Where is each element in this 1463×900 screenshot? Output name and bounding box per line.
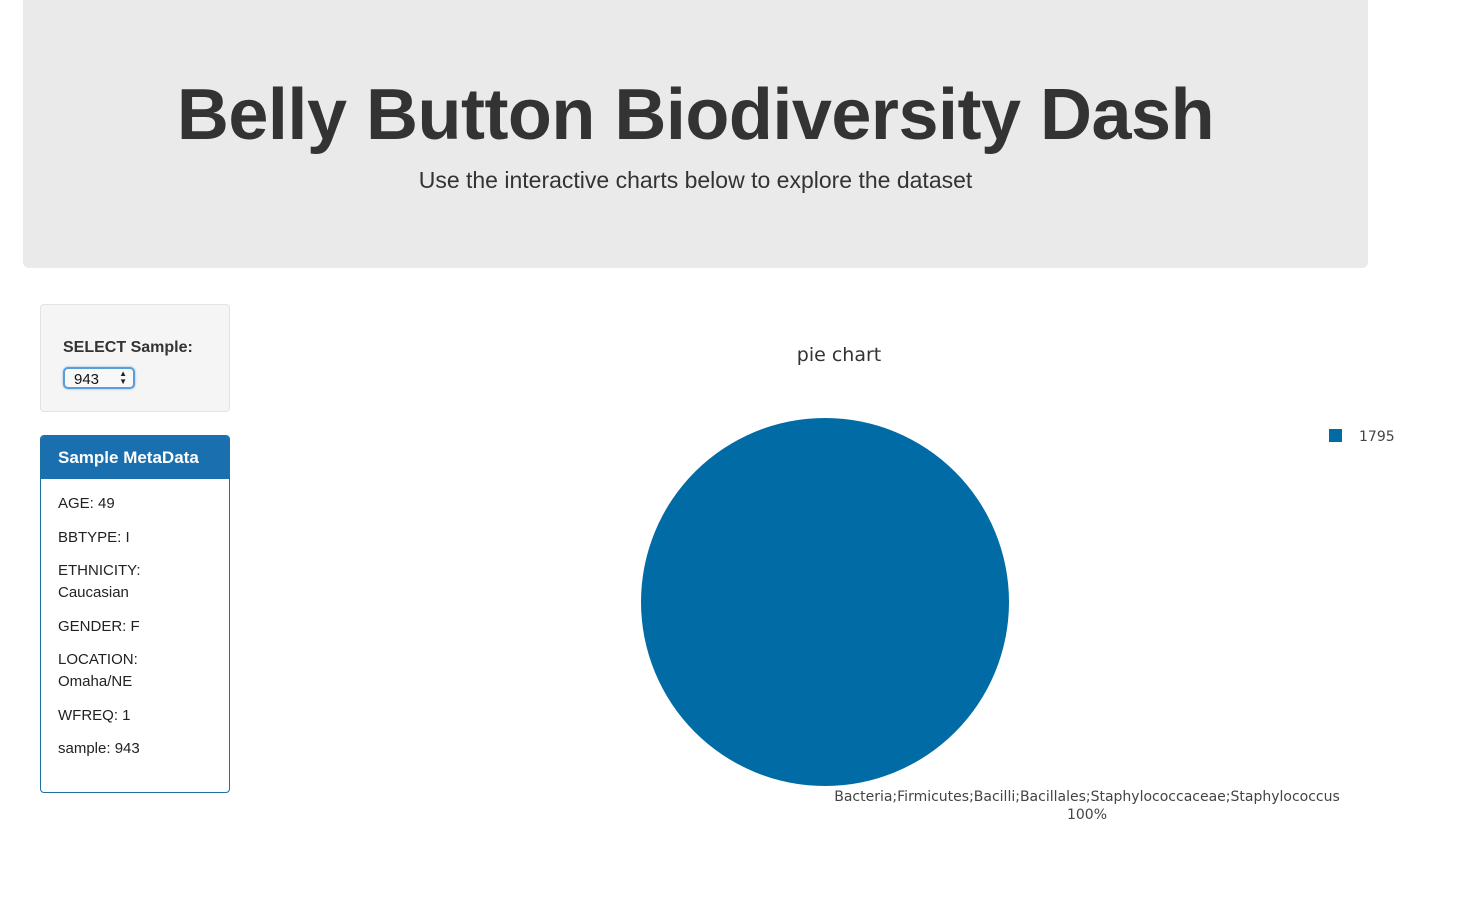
legend-label[interactable]: 1795 <box>1359 429 1395 445</box>
header-jumbotron: Belly Button Biodiversity Dash Use the i… <box>23 0 1368 268</box>
metadata-item: AGE: 49 <box>58 495 115 512</box>
updown-arrows-icon: ▲ ▼ <box>119 369 127 386</box>
metadata-panel-title: Sample MetaData <box>41 436 229 479</box>
pie-slices-group <box>641 418 1009 786</box>
metadata-item: BBTYPE: I <box>58 528 130 546</box>
slice-labels-group: Bacteria;Firmicutes;Bacilli;Bacillales;S… <box>834 789 1340 823</box>
sample-select-value: 943 <box>74 371 100 388</box>
metadata-item: ETHNICITY: Caucasian <box>58 562 141 601</box>
pie-slice[interactable] <box>641 418 1009 786</box>
metadata-item: GENDER: F <box>58 617 140 635</box>
metadata-item: sample: 943 <box>58 740 140 757</box>
slice-percent-label: 100% <box>1067 807 1107 823</box>
sample-select-dropdown[interactable]: 943 ▲ ▼ <box>63 367 135 389</box>
sample-select-well: SELECT Sample: 943 ▲ ▼ <box>40 304 230 412</box>
chart-legend: 1795 <box>1329 429 1395 445</box>
page-title: Belly Button Biodiversity Dash <box>176 75 1215 155</box>
slice-hover-text: Bacteria;Firmicutes;Bacilli;Bacillales;S… <box>834 789 1340 805</box>
pie-chart: pie chart 1795 Bacteria;Firmicutes;Bacil… <box>641 344 1395 823</box>
metadata-panel: Sample MetaData AGE: 49 BBTYPE: I ETHNIC… <box>40 435 230 793</box>
pie-chart-container: pie chart 1795 Bacteria;Firmicutes;Bacil… <box>260 320 1440 860</box>
page-subtitle: Use the interactive charts below to expl… <box>418 167 973 193</box>
metadata-panel-body: AGE: 49 BBTYPE: I ETHNICITY: Caucasian G… <box>41 479 229 760</box>
chart-title: pie chart <box>797 344 881 366</box>
legend-swatch[interactable] <box>1329 429 1342 442</box>
sample-select-label: SELECT Sample: <box>63 339 193 356</box>
metadata-item: WFREQ: 1 <box>58 706 131 724</box>
metadata-item: LOCATION: Omaha/NE <box>58 651 138 690</box>
